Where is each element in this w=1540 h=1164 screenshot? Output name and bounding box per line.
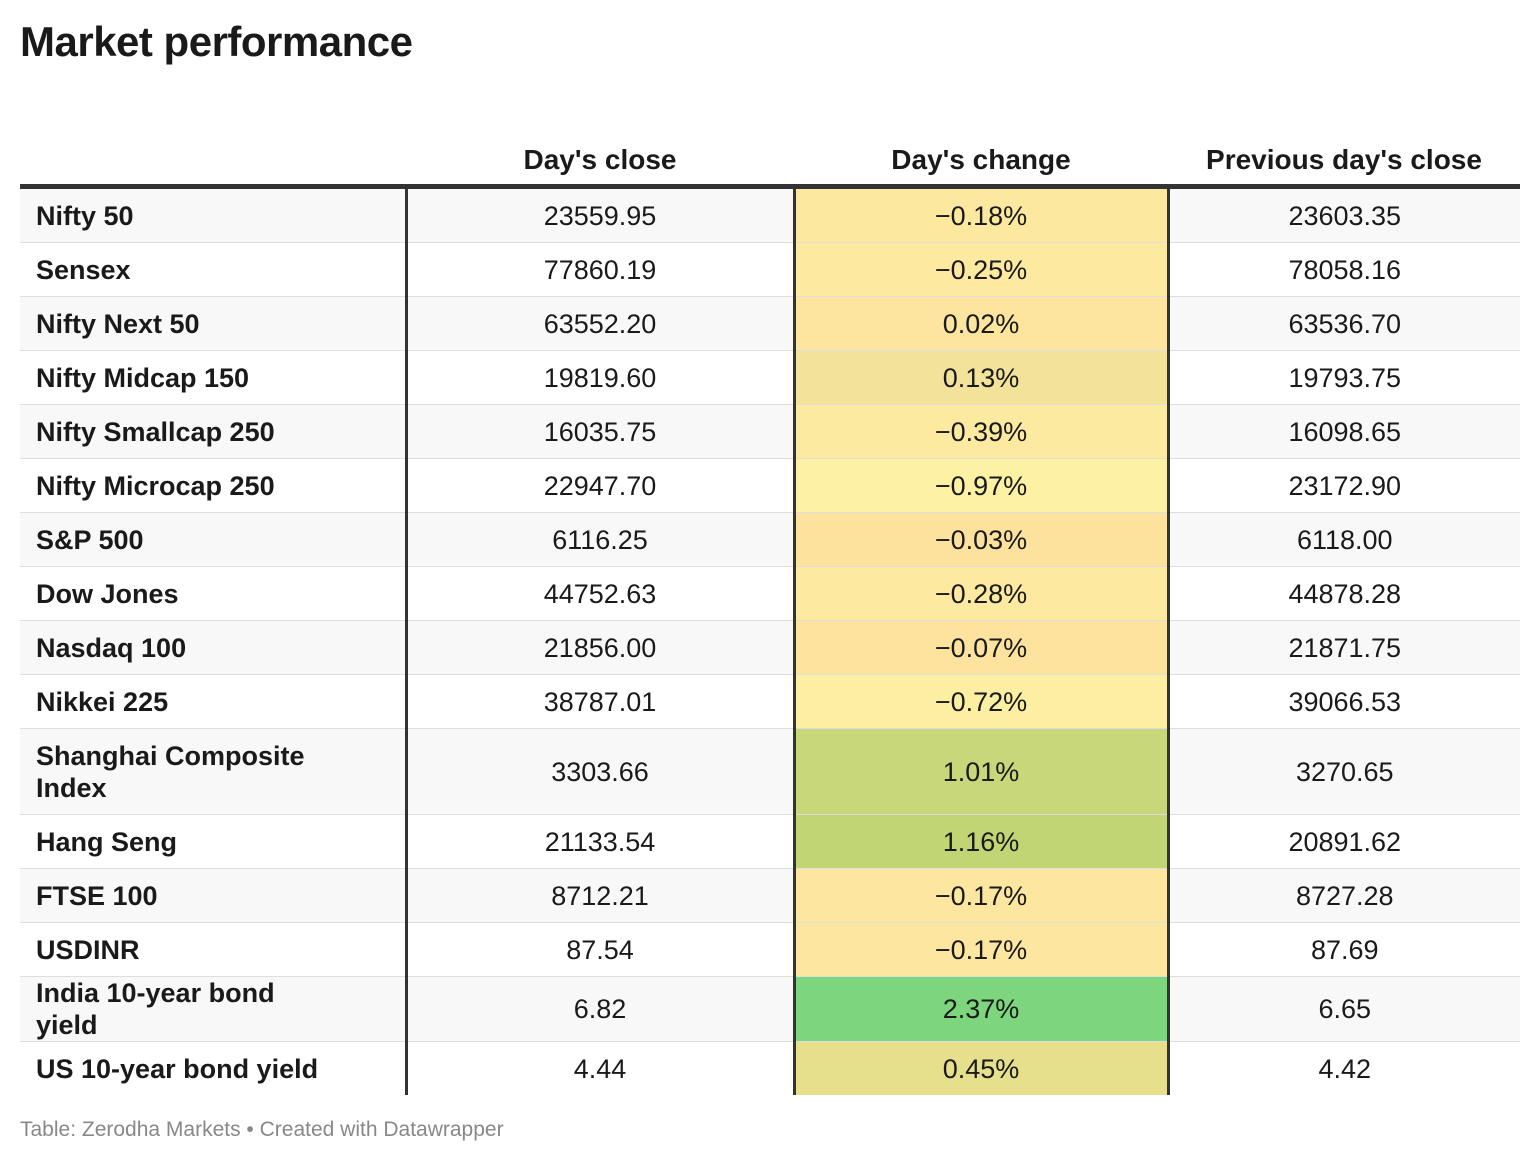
day-close-cell: 6116.25 xyxy=(406,512,796,567)
day-change-cell: 2.37% xyxy=(794,976,1170,1042)
day-change-cell: 0.45% xyxy=(794,1041,1170,1095)
day-change-cell: −0.17% xyxy=(794,922,1170,977)
day-close-cell: 21133.54 xyxy=(406,814,796,869)
day-close-cell: 77860.19 xyxy=(406,242,796,297)
header-row: Day's close Day's change Previous day's … xyxy=(20,112,1520,189)
table-row: Nifty Midcap 150 19819.60 0.13% 19793.75 xyxy=(20,350,1520,405)
row-name: Nikkei 225 xyxy=(20,674,408,729)
day-change-cell: −0.07% xyxy=(794,620,1170,675)
table-row: Dow Jones 44752.63 −0.28% 44878.28 xyxy=(20,566,1520,621)
previous-close-cell: 20891.62 xyxy=(1168,814,1520,869)
row-name: FTSE 100 xyxy=(20,868,408,923)
day-close-cell: 87.54 xyxy=(406,922,796,977)
previous-close-cell: 6118.00 xyxy=(1168,512,1520,567)
row-name: Dow Jones xyxy=(20,566,408,621)
previous-close-cell: 6.65 xyxy=(1168,976,1520,1042)
previous-close-cell: 4.42 xyxy=(1168,1041,1520,1095)
day-close-cell: 44752.63 xyxy=(406,566,796,621)
table-row: Nifty Next 50 63552.20 0.02% 63536.70 xyxy=(20,296,1520,351)
column-header-previous-close: Previous day's close xyxy=(1168,112,1520,189)
row-name: USDINR xyxy=(20,922,408,977)
day-change-cell: −0.97% xyxy=(794,458,1170,513)
table-row: Sensex 77860.19 −0.25% 78058.16 xyxy=(20,242,1520,297)
source-footer: Table: Zerodha Markets • Created with Da… xyxy=(20,1118,504,1141)
previous-close-cell: 87.69 xyxy=(1168,922,1520,977)
row-name: Nifty 50 xyxy=(20,186,408,243)
day-close-cell: 63552.20 xyxy=(406,296,796,351)
row-name: US 10-year bond yield xyxy=(20,1041,408,1095)
day-change-cell: −0.17% xyxy=(794,868,1170,923)
day-close-cell: 6.82 xyxy=(406,976,796,1042)
table-row: Nifty 50 23559.95 −0.18% 23603.35 xyxy=(20,186,1520,243)
market-table: Day's close Day's change Previous day's … xyxy=(20,112,1520,1095)
column-header-name xyxy=(20,112,406,189)
day-change-cell: 1.16% xyxy=(794,814,1170,869)
table-row: Nasdaq 100 21856.00 −0.07% 21871.75 xyxy=(20,620,1520,675)
row-name: Nasdaq 100 xyxy=(20,620,408,675)
previous-close-cell: 3270.65 xyxy=(1168,728,1520,815)
day-change-cell: 0.02% xyxy=(794,296,1170,351)
table-row: Hang Seng 21133.54 1.16% 20891.62 xyxy=(20,814,1520,869)
table-row: US 10-year bond yield 4.44 0.45% 4.42 xyxy=(20,1041,1520,1095)
row-name: Sensex xyxy=(20,242,408,297)
row-name: Shanghai Composite Index xyxy=(20,728,408,815)
previous-close-cell: 16098.65 xyxy=(1168,404,1520,459)
table-row: S&P 500 6116.25 −0.03% 6118.00 xyxy=(20,512,1520,567)
previous-close-cell: 8727.28 xyxy=(1168,868,1520,923)
day-close-cell: 23559.95 xyxy=(406,186,796,243)
previous-close-cell: 19793.75 xyxy=(1168,350,1520,405)
row-name: Hang Seng xyxy=(20,814,408,869)
day-close-cell: 19819.60 xyxy=(406,350,796,405)
day-change-cell: 1.01% xyxy=(794,728,1170,815)
row-name: Nifty Smallcap 250 xyxy=(20,404,408,459)
row-name: India 10-year bond yield xyxy=(20,976,408,1042)
table-row: Shanghai Composite Index 3303.66 1.01% 3270… xyxy=(20,728,1520,815)
previous-close-cell: 23603.35 xyxy=(1168,186,1520,243)
page-title: Market performance xyxy=(20,18,413,65)
row-name: Nifty Midcap 150 xyxy=(20,350,408,405)
table-row: Nifty Microcap 250 22947.70 −0.97% 23172.90 xyxy=(20,458,1520,513)
day-change-cell: −0.39% xyxy=(794,404,1170,459)
column-header-days-change: Day's change xyxy=(794,112,1168,189)
day-close-cell: 38787.01 xyxy=(406,674,796,729)
table-row: Nifty Smallcap 250 16035.75 −0.39% 16098.65 xyxy=(20,404,1520,459)
day-change-cell: −0.03% xyxy=(794,512,1170,567)
table-row: USDINR 87.54 −0.17% 87.69 xyxy=(20,922,1520,977)
previous-close-cell: 78058.16 xyxy=(1168,242,1520,297)
table-row: FTSE 100 8712.21 −0.17% 8727.28 xyxy=(20,868,1520,923)
day-change-cell: 0.13% xyxy=(794,350,1170,405)
row-name: S&P 500 xyxy=(20,512,408,567)
previous-close-cell: 21871.75 xyxy=(1168,620,1520,675)
row-name: Nifty Next 50 xyxy=(20,296,408,351)
previous-close-cell: 39066.53 xyxy=(1168,674,1520,729)
day-close-cell: 21856.00 xyxy=(406,620,796,675)
column-header-days-close: Day's close xyxy=(406,112,794,189)
table-row: Nikkei 225 38787.01 −0.72% 39066.53 xyxy=(20,674,1520,729)
previous-close-cell: 23172.90 xyxy=(1168,458,1520,513)
day-close-cell: 22947.70 xyxy=(406,458,796,513)
day-close-cell: 16035.75 xyxy=(406,404,796,459)
table-row: India 10-year bond yield 6.82 2.37% 6.65 xyxy=(20,976,1520,1042)
day-close-cell: 3303.66 xyxy=(406,728,796,815)
day-close-cell: 8712.21 xyxy=(406,868,796,923)
day-change-cell: −0.72% xyxy=(794,674,1170,729)
previous-close-cell: 63536.70 xyxy=(1168,296,1520,351)
day-change-cell: −0.18% xyxy=(794,186,1170,243)
row-name: Nifty Microcap 250 xyxy=(20,458,408,513)
table-body: Nifty 50 23559.95 −0.18% 23603.35 Sensex 7786… xyxy=(20,186,1520,1095)
day-change-cell: −0.25% xyxy=(794,242,1170,297)
day-close-cell: 4.44 xyxy=(406,1041,796,1095)
day-change-cell: −0.28% xyxy=(794,566,1170,621)
previous-close-cell: 44878.28 xyxy=(1168,566,1520,621)
